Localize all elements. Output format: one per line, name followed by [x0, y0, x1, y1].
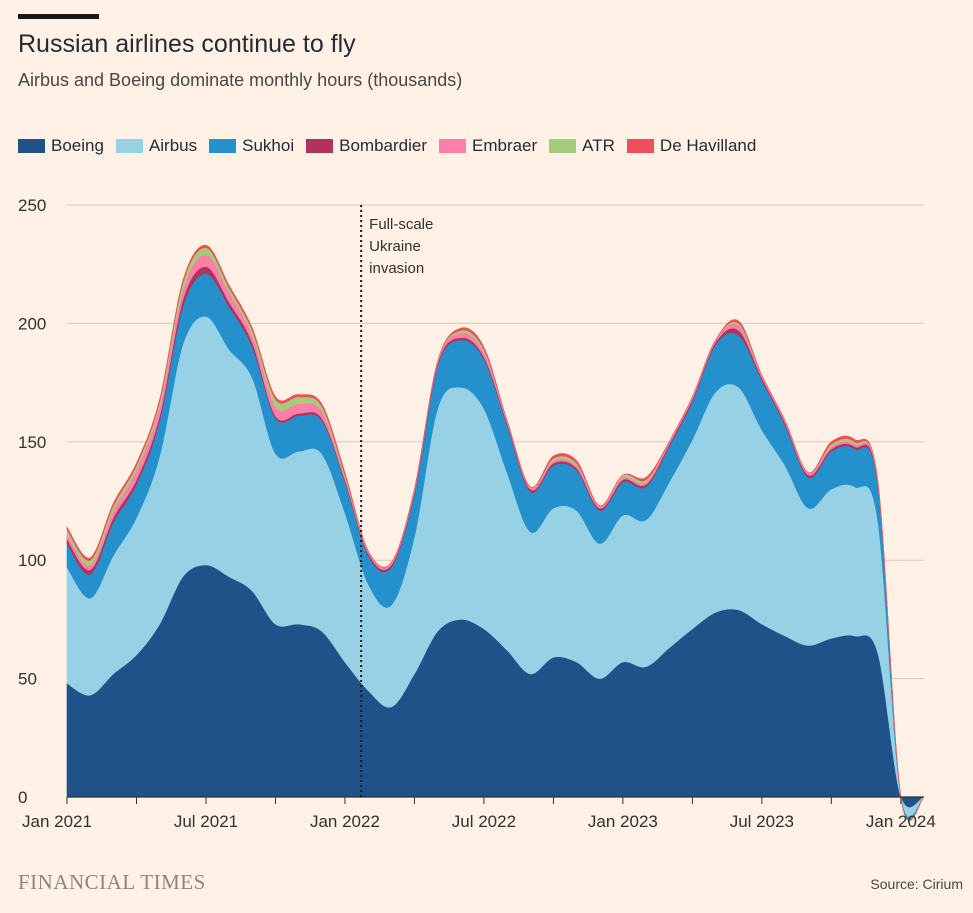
x-tick-label: Jan 2022	[310, 812, 380, 831]
legend-swatch	[115, 139, 143, 153]
publisher-logo: FINANCIAL TIMES	[18, 870, 206, 894]
x-tick-label: Jan 2021	[22, 812, 92, 831]
brand-accent-bar	[18, 14, 99, 19]
y-tick-label: 50	[18, 670, 37, 689]
legend-label: Airbus	[148, 136, 198, 155]
legend-label: Embraer	[471, 136, 538, 155]
chart-subtitle: Airbus and Boeing dominate monthly hours…	[18, 70, 463, 90]
annotation-text: Ukraine	[369, 238, 421, 255]
legend-item-boeing: Boeing	[18, 136, 104, 156]
y-tick-label: 150	[18, 433, 46, 452]
y-tick-label: 100	[18, 551, 46, 570]
legend-swatch	[209, 139, 237, 153]
legend-item-atr: ATR	[549, 136, 615, 156]
legend-label: Bombardier	[339, 136, 427, 155]
annotation-text: invasion	[369, 260, 424, 277]
y-tick-label: 0	[18, 788, 27, 807]
x-tick-label: Jul 2021	[174, 812, 238, 831]
legend-label: ATR	[582, 136, 615, 155]
legend-label: Sukhoi	[242, 136, 295, 155]
x-tick-label: Jan 2023	[588, 812, 658, 831]
chart-legend: Boeing Airbus Sukhoi Bombardier Embraer ATR De…	[18, 136, 768, 156]
y-tick-label: 200	[18, 314, 46, 333]
legend-item-airbus: Airbus	[115, 136, 198, 156]
annotation-text: Full-scale	[369, 216, 433, 233]
chart-title: Russian airlines continue to fly	[18, 30, 356, 58]
stacked-area-chart: 0 50 100 150 200 250 Jan 2021 Jul 2021 Jan 2022 J…	[18, 196, 936, 831]
legend-item-embraer: Embraer	[438, 136, 538, 156]
area-series-group	[66, 244, 925, 821]
source-note: Source: Cirium	[870, 876, 963, 892]
legend-swatch	[306, 139, 334, 153]
legend-swatch	[18, 139, 45, 153]
legend-swatch	[626, 139, 654, 153]
legend-label: Boeing	[51, 136, 104, 155]
x-tick-label: Jan 2024	[866, 812, 936, 831]
legend-swatch	[549, 139, 577, 153]
x-tick-label: Jul 2023	[730, 812, 794, 831]
legend-item-sukhoi: Sukhoi	[209, 136, 294, 156]
legend-item-de-havilland: De Havilland	[626, 136, 757, 156]
legend-label: De Havilland	[659, 136, 757, 155]
legend-item-bombardier: Bombardier	[306, 136, 427, 156]
legend-swatch	[438, 139, 466, 153]
y-tick-label: 250	[18, 196, 46, 215]
x-tick-label: Jul 2022	[452, 812, 516, 831]
